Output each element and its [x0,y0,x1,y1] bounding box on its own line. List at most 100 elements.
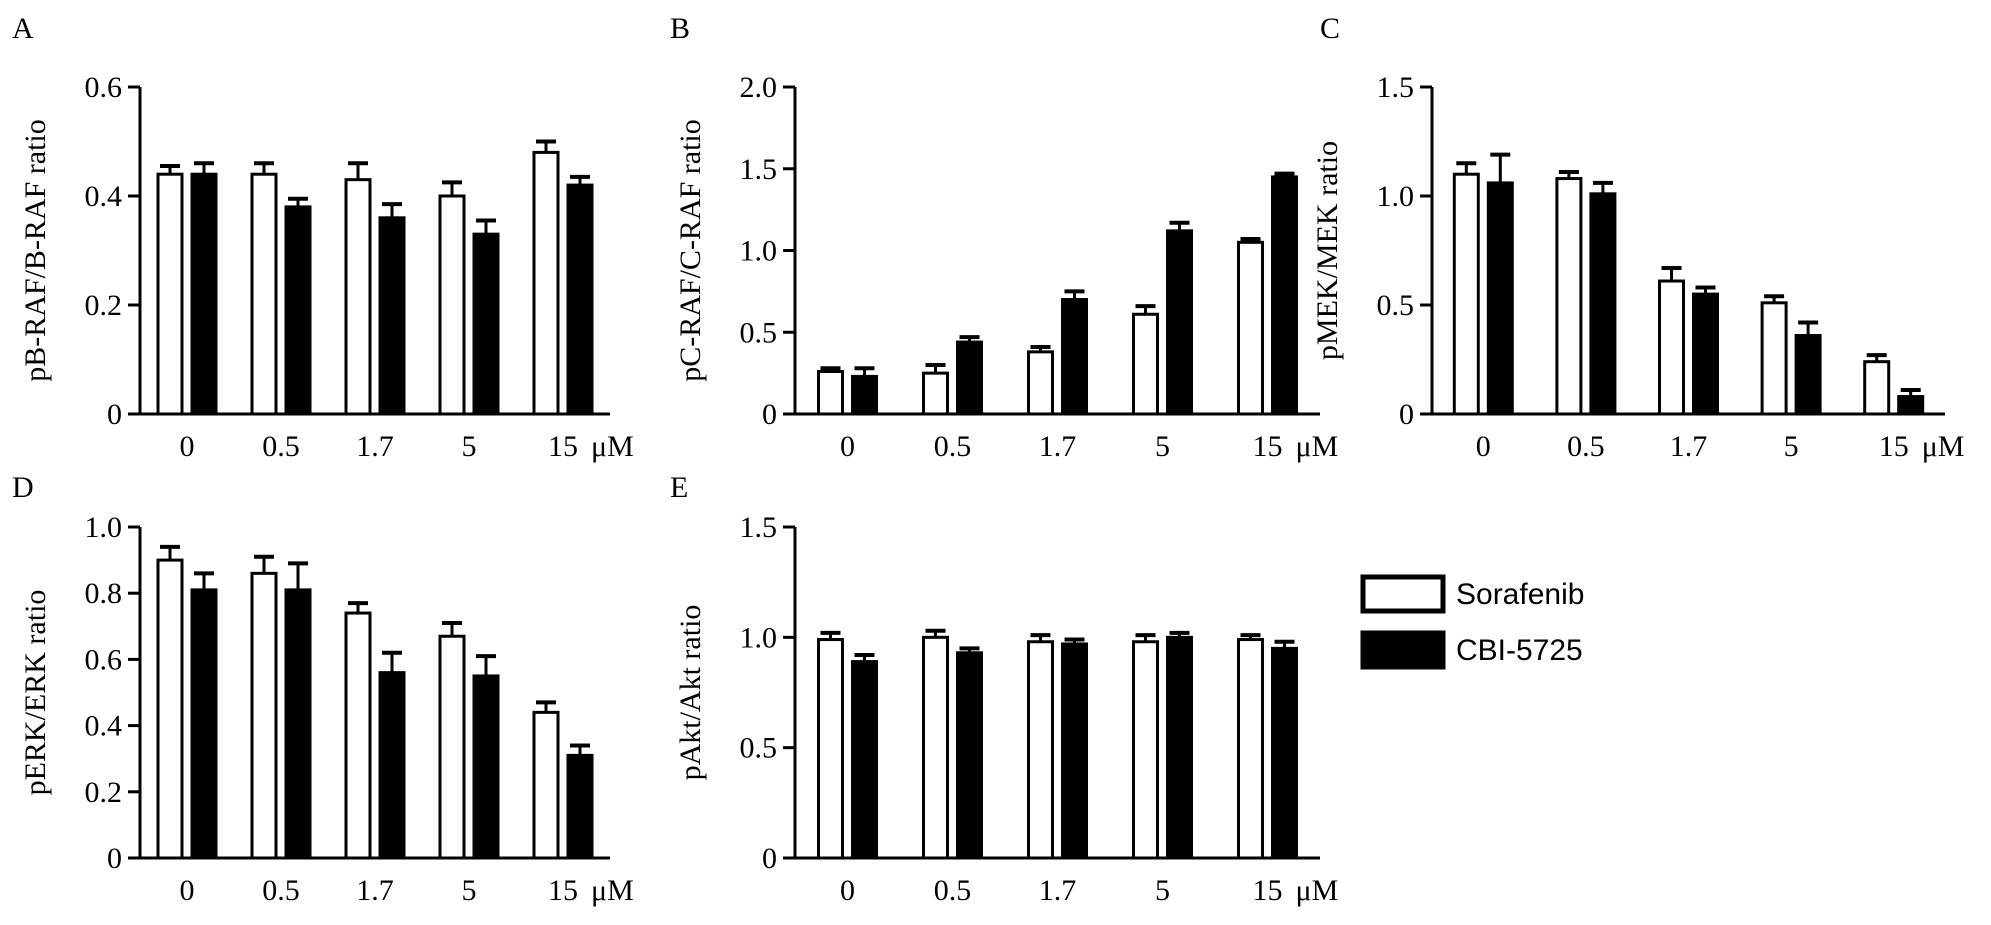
bar-cbi-5725 [190,172,218,416]
x-tick-label: 15 [1879,430,1909,463]
bar-sorafenib [156,172,184,416]
y-tick-label: 0.5 [740,316,778,349]
y-tick-label: 1.5 [740,153,778,186]
bar-cbi-5725 [1486,181,1514,416]
x-tick-label: 0 [840,874,855,907]
y-tick-label: 2.0 [740,71,778,104]
x-unit-label: μM [1296,430,1339,463]
bar-cbi-5725 [956,340,983,416]
y-tick-label: 1.5 [740,511,778,544]
x-unit-label: μM [591,874,634,907]
legend-swatch-sorafenib [1360,574,1446,614]
x-tick-label: 0.5 [1567,430,1605,463]
y-tick-label: 0 [107,842,122,875]
panel-a: A 0 0.2 0.4 0.6 pB-RAF/B-RAF ratio 0 0.5 1.7 5 15 μ… [12,12,634,463]
x-tick-label: 0.5 [262,430,300,463]
bar-sorafenib [156,558,184,860]
bar-sorafenib [1132,640,1159,860]
y-axis-label: pMEK/MEK ratio [1311,141,1344,360]
bar-sorafenib [922,635,949,860]
bar-sorafenib [1027,350,1054,416]
y-tick-label: 0.8 [85,577,123,610]
bar-cbi-5725 [1794,334,1822,416]
y-tick-label: 0 [762,398,777,431]
x-tick-label: 0.5 [262,874,300,907]
y-tick-label: 0.4 [85,180,123,213]
y-axis-label: pB-RAF/B-RAF ratio [19,119,52,382]
bar-cbi-5725 [956,651,983,860]
bar-sorafenib [1132,312,1159,416]
panel-letter: D [12,471,34,504]
bar-sorafenib [1658,279,1685,416]
panel-b: B 0 0.5 1.0 1.5 2.0 pC-RAF/C-RAF ratio 0 0.5 1.7 5… [670,12,1338,463]
y-axis-label: pAkt/Akt ratio [674,605,707,781]
x-tick-label: 0 [840,430,855,463]
x-tick-label: 5 [1155,874,1170,907]
y-tick-label: 1.5 [1377,71,1415,104]
bar-cbi-5725 [1271,646,1298,860]
y-tick-label: 0 [107,398,122,431]
legend-label-cbi-5725: CBI-5725 [1456,634,1583,667]
bar-sorafenib [1452,172,1480,416]
bar-sorafenib [1237,240,1264,416]
y-tick-label: 0.5 [1377,289,1415,322]
bar-cbi-5725 [851,374,878,416]
bar-sorafenib [817,638,844,860]
y-tick-label: 1.0 [740,621,778,654]
y-tick-label: 0.6 [85,643,123,676]
y-tick-label: 1.0 [1377,180,1415,213]
bar-cbi-5725 [284,588,312,860]
legend-label-sorafenib: Sorafenib [1456,578,1584,611]
bar-cbi-5725 [190,588,218,860]
x-unit-label: μM [1296,874,1339,907]
panel-letter: A [12,12,34,45]
y-axis-label: pC-RAF/C-RAF ratio [674,119,707,382]
bar-sorafenib [1027,640,1054,860]
y-tick-label: 0.6 [85,71,123,104]
bar-sorafenib [438,194,466,416]
panel-letter: E [670,471,688,504]
bar-cbi-5725 [566,753,594,860]
bar-cbi-5725 [1166,635,1193,860]
legend: Sorafenib CBI-5725 [1360,574,1584,670]
y-tick-label: 0.4 [85,710,123,743]
panel-c: C 0 0.5 1.0 1.5 pMEK/MEK ratio 0 0.5 1.7 5 15 μM [1311,12,1964,463]
legend-swatch-cbi-5725 [1360,630,1446,670]
bar-sorafenib [438,634,466,860]
x-tick-label: 0 [1476,430,1491,463]
y-tick-label: 1.0 [85,511,123,544]
bar-cbi-5725 [851,660,878,860]
bar-sorafenib [532,710,560,860]
panel-d: D 0 0.2 0.4 0.6 0.8 1.0 pERK/ERK ratio 0 0.5 1.7 5 1… [12,471,634,907]
panel-letter: B [670,12,690,45]
x-tick-label: 0 [180,874,195,907]
bar-cbi-5725 [1166,229,1193,416]
bar-sorafenib [344,611,372,860]
y-tick-label: 1.0 [740,235,778,268]
x-unit-label: μM [591,430,634,463]
x-tick-label: 15 [548,430,578,463]
x-tick-label: 5 [1155,430,1170,463]
bar-sorafenib [1760,301,1788,416]
bar-sorafenib [1237,638,1264,860]
bar-cbi-5725 [378,671,406,860]
x-tick-label: 1.7 [1670,430,1708,463]
bar-sorafenib [250,571,278,860]
x-tick-label: 0 [180,430,195,463]
bar-sorafenib [532,150,560,416]
bar-cbi-5725 [1589,192,1617,416]
bar-cbi-5725 [378,216,406,416]
bar-cbi-5725 [1061,298,1088,416]
bar-cbi-5725 [1061,642,1088,860]
bar-sorafenib [1555,177,1583,416]
bar-cbi-5725 [1692,292,1719,416]
panel-letter: C [1320,12,1340,45]
bar-cbi-5725 [472,674,500,860]
bar-cbi-5725 [472,232,500,416]
y-tick-label: 0 [1399,398,1414,431]
x-tick-label: 5 [462,430,477,463]
bar-sorafenib [817,369,844,416]
y-tick-label: 0.2 [85,289,123,322]
bar-cbi-5725 [284,205,312,416]
x-tick-label: 15 [1253,874,1283,907]
